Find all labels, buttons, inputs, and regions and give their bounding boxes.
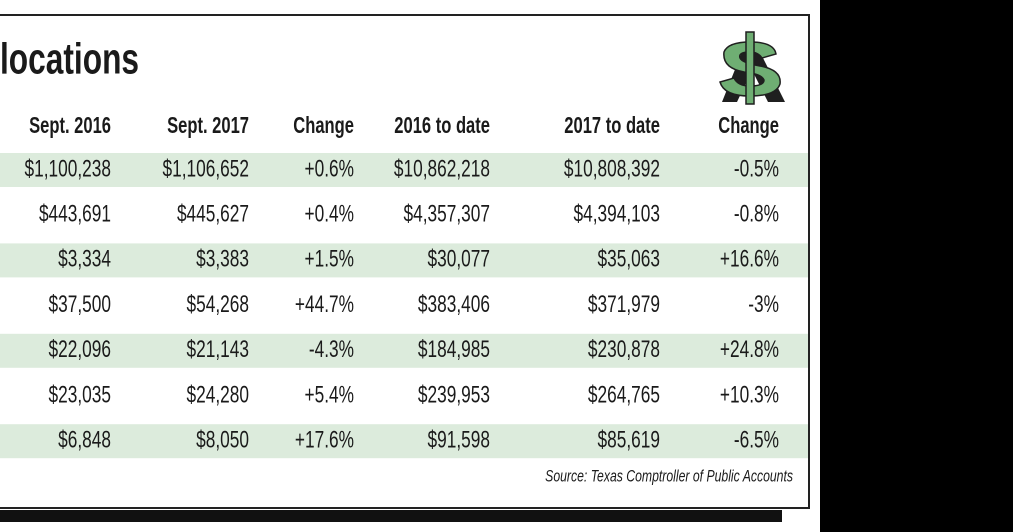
- cell: $3,334: [58, 246, 111, 272]
- cell: $4,394,103: [574, 201, 660, 227]
- row-shade: [0, 424, 808, 459]
- cell: $54,268: [187, 291, 249, 317]
- cell: $3,383: [196, 246, 249, 272]
- cell: $37,500: [49, 291, 111, 317]
- title-group: locations: [0, 35, 139, 84]
- cell: $184,985: [418, 336, 490, 362]
- cell: $371,979: [588, 291, 660, 317]
- bottom-shadow: [0, 510, 782, 522]
- cell: $4,357,307: [404, 201, 490, 227]
- cell: $85,619: [598, 427, 660, 453]
- cell: $30,077: [428, 246, 490, 272]
- column-header: 2017 to date: [564, 114, 660, 139]
- cell: $35,063: [598, 246, 660, 272]
- cell: +0.6%: [305, 156, 354, 182]
- title: locations: [0, 35, 139, 84]
- cell: +16.6%: [720, 246, 779, 272]
- cell: $23,035: [49, 382, 111, 408]
- cell: $10,808,392: [564, 156, 660, 182]
- cell: +1.5%: [305, 246, 354, 272]
- column-header: Change: [718, 114, 779, 139]
- cell: $21,143: [187, 336, 249, 362]
- cell: +10.3%: [720, 382, 779, 408]
- logo: [719, 31, 785, 105]
- cell: $24,280: [187, 382, 249, 408]
- column-header: 2016 to date: [394, 114, 490, 139]
- cell: $1,100,238: [25, 156, 111, 182]
- column-header: Change: [293, 114, 354, 139]
- cell: -0.8%: [734, 201, 779, 227]
- source-note: Source: Texas Comptroller of Public Acco…: [545, 468, 793, 486]
- table: Sept. 2016 Sept. 2017 Change 2016 to date 20…: [25, 114, 794, 487]
- cell: $22,096: [49, 336, 111, 362]
- cell: +24.8%: [720, 336, 779, 362]
- row-backgrounds: [0, 153, 808, 459]
- cell: $10,862,218: [394, 156, 490, 182]
- cell: $239,953: [418, 382, 490, 408]
- cell: -6.5%: [734, 427, 779, 453]
- cell: $1,106,652: [163, 156, 249, 182]
- cell: $383,406: [418, 291, 490, 317]
- cell: $8,050: [196, 427, 249, 453]
- column-header: Sept. 2017: [167, 114, 249, 139]
- cell: -0.5%: [734, 156, 779, 182]
- cell: -4.3%: [309, 336, 354, 362]
- row-shade: [0, 333, 808, 368]
- cell: $230,878: [588, 336, 660, 362]
- right-black-area: [820, 0, 1013, 532]
- cell: $443,691: [39, 201, 111, 227]
- panel-border: [0, 14, 810, 509]
- row-shade: [0, 153, 808, 187]
- cell: $6,848: [58, 427, 111, 453]
- row-shade: [0, 243, 808, 278]
- cell: $445,627: [177, 201, 249, 227]
- column-header: Sept. 2016: [29, 114, 111, 139]
- cell: +44.7%: [295, 291, 354, 317]
- cell: -3%: [748, 291, 779, 317]
- cell: +17.6%: [295, 427, 354, 453]
- cell: +0.4%: [305, 201, 354, 227]
- cell: $91,598: [428, 427, 490, 453]
- cell: $264,765: [588, 382, 660, 408]
- cell: +5.4%: [305, 382, 354, 408]
